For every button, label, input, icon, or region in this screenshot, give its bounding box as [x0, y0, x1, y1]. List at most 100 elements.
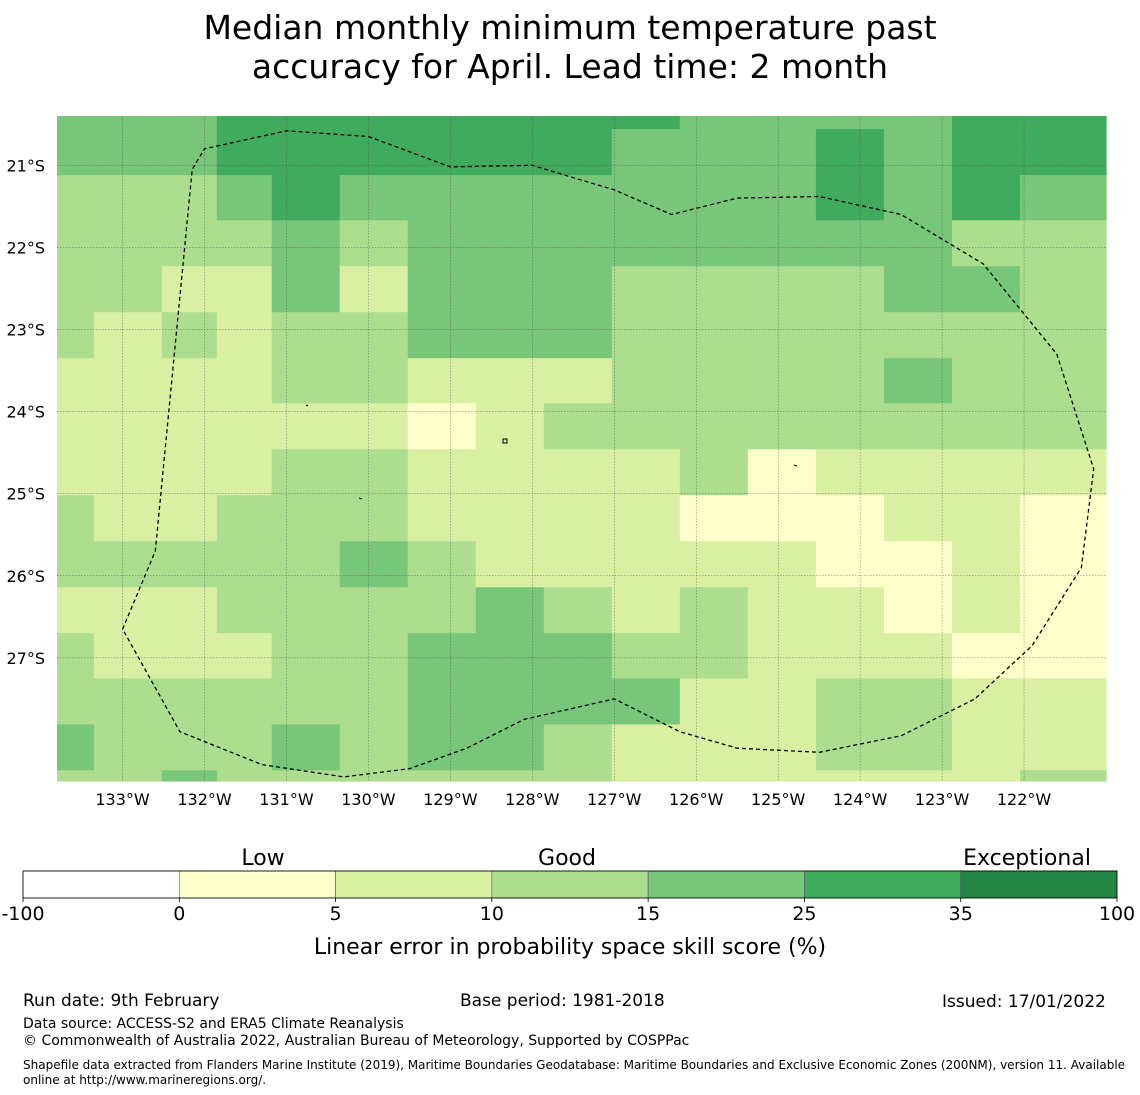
issued-date: Issued: 17/01/2022	[942, 992, 1106, 1012]
grid-cell	[815, 633, 885, 679]
colorbar-tick-label: -100	[1, 903, 44, 925]
grid-cell	[815, 129, 885, 176]
grid-cell	[216, 495, 273, 542]
grid-cell	[951, 220, 1021, 267]
colorbar-tick-labels: -100 0 5 10 15 25 35 100	[1, 898, 1135, 925]
grid-cell	[93, 358, 163, 404]
grid-cell	[475, 312, 545, 359]
grid-cell	[475, 724, 545, 771]
grid-cell	[611, 678, 681, 725]
grid-cell	[611, 541, 681, 588]
grid-cell	[951, 266, 1021, 313]
grid-cell	[93, 678, 163, 725]
grid-cell	[815, 266, 885, 313]
colorbar-bin	[647, 870, 805, 899]
grid-cell	[883, 495, 953, 542]
colorbar-tick-label: 10	[480, 903, 504, 925]
grid-cell	[747, 633, 817, 679]
grid-cell	[216, 266, 273, 313]
grid-cell	[407, 220, 477, 267]
grid-cell	[339, 129, 409, 176]
grid-cell	[1019, 129, 1107, 176]
grid-cell	[679, 175, 749, 221]
latitude-tick-label: 23°S	[6, 320, 45, 339]
grid-cell	[216, 403, 273, 450]
grid-cell	[271, 541, 341, 588]
grid-cell	[679, 495, 749, 542]
grid-cell	[679, 541, 749, 588]
grid-cell	[271, 312, 341, 359]
map-title-line-1: Median monthly minimum temperature past	[203, 8, 937, 47]
grid-cell	[93, 633, 163, 679]
grid-cell	[161, 403, 218, 450]
colorbar-header-exceptional: Exceptional	[963, 846, 1091, 871]
grid-cell	[815, 403, 885, 450]
grid-cell	[815, 587, 885, 634]
grid-cell	[93, 220, 163, 267]
grid-cell	[475, 403, 545, 450]
grid-cell	[543, 129, 613, 176]
grid-cell	[543, 724, 613, 771]
longitude-tick-label: 127°W	[587, 790, 642, 809]
grid-cell	[475, 116, 545, 130]
grid-cell	[543, 449, 613, 496]
grid-cell	[883, 403, 953, 450]
grid-cell	[679, 633, 749, 679]
latitude-tick-label: 24°S	[6, 403, 45, 422]
grid-cell	[216, 449, 273, 496]
longitude-tick-label: 124°W	[833, 790, 888, 809]
grid-cell	[271, 116, 341, 130]
grid-cell	[679, 220, 749, 267]
grid-cell	[161, 129, 218, 176]
grid-cell	[216, 724, 273, 771]
longitude-tick-label: 133°W	[95, 790, 150, 809]
grid-cell	[951, 495, 1021, 542]
grid-cell	[951, 678, 1021, 725]
longitude-tick-label: 132°W	[177, 790, 232, 809]
colorbar-outline	[22, 870, 1118, 899]
grid-cell	[93, 116, 163, 130]
grid-cell	[93, 266, 163, 313]
grid-cell	[339, 175, 409, 221]
grid-cell	[475, 220, 545, 267]
grid-cell	[161, 449, 218, 496]
grid-cell	[407, 678, 477, 725]
grid-cell	[339, 220, 409, 267]
grid-cell	[407, 175, 477, 221]
grid-cell	[747, 403, 817, 450]
grid-cell	[611, 724, 681, 771]
grid-cell	[747, 770, 817, 782]
grid-cell	[216, 633, 273, 679]
grid-cell	[883, 175, 953, 221]
island-marker	[502, 438, 508, 444]
grid-cell	[216, 541, 273, 588]
grid-cell	[679, 116, 749, 130]
grid-cell	[407, 770, 477, 782]
grid-cell	[475, 449, 545, 496]
grid-cell	[216, 175, 273, 221]
grid-cell	[339, 403, 409, 450]
grid-cell	[883, 724, 953, 771]
grid-cell	[747, 678, 817, 725]
grid-cell	[57, 129, 95, 176]
grid-cell	[611, 633, 681, 679]
grid-cell	[883, 541, 953, 588]
grid-cell	[543, 403, 613, 450]
grid-cell	[679, 403, 749, 450]
grid-cell	[747, 220, 817, 267]
base-period: Base period: 1981-2018	[460, 991, 665, 1011]
grid-cell	[407, 403, 477, 450]
grid-cell	[216, 220, 273, 267]
grid-cell	[93, 724, 163, 771]
grid-cell	[815, 770, 885, 782]
grid-cell	[543, 541, 613, 588]
grid-cell	[407, 129, 477, 176]
grid-cell	[271, 129, 341, 176]
colorbar-bin	[491, 870, 649, 899]
grid-cell	[475, 495, 545, 542]
colorbar-tick-label: 25	[792, 903, 816, 925]
grid-cell	[475, 678, 545, 725]
grid-cell	[161, 495, 218, 542]
grid-cell	[815, 312, 885, 359]
grid-cell	[407, 266, 477, 313]
